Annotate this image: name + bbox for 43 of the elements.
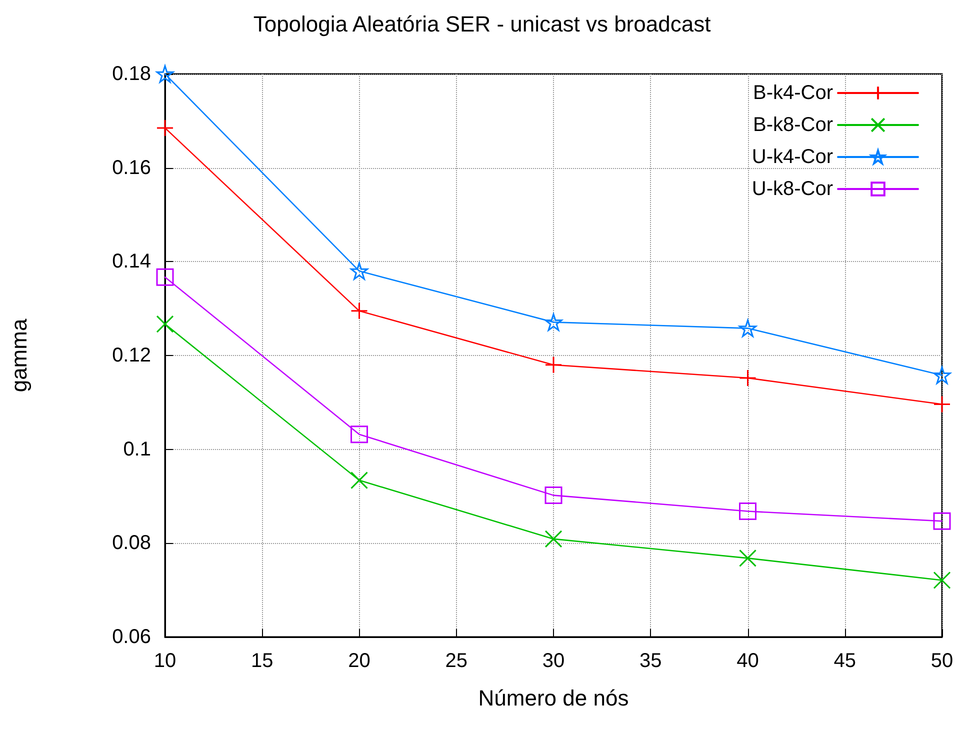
y-tick-label: 0.08 <box>112 532 151 554</box>
point <box>933 571 951 589</box>
point <box>156 315 174 333</box>
point <box>156 119 174 137</box>
x-tick-label: 30 <box>542 650 565 672</box>
y-tick-label: 0.1 <box>123 438 151 460</box>
y-tick-label: 0.16 <box>112 156 151 179</box>
legend-label: B-k4-Cor <box>752 82 834 104</box>
point <box>739 549 756 567</box>
point <box>350 302 368 320</box>
y-tick-label: 0.06 <box>112 626 151 648</box>
legend-label: U-k8-Cor <box>752 178 834 200</box>
x-tick-label: 25 <box>445 650 468 672</box>
point <box>739 369 756 387</box>
legend-label: U-k4-Cor <box>752 146 834 168</box>
y-tick-label: 0.18 <box>112 63 151 85</box>
x-tick-label: 50 <box>930 650 954 672</box>
y-tick-label: 0.12 <box>112 344 151 366</box>
x-tick-label: 45 <box>834 650 856 672</box>
point <box>156 65 174 83</box>
point <box>350 472 368 490</box>
point <box>933 396 951 414</box>
point <box>544 486 562 504</box>
legend-label: B-k8-Cor <box>752 114 834 136</box>
point <box>350 262 368 280</box>
x-tick-label: 20 <box>348 650 370 672</box>
x-axis-title: Número de nós <box>478 686 629 710</box>
x-tick-label: 10 <box>154 650 176 672</box>
x-tick-label: 40 <box>736 650 759 672</box>
x-tick-label: 15 <box>251 650 274 672</box>
chart-title: Topologia Aleatória SER - unicast vs broadcast <box>253 12 711 36</box>
point <box>544 356 562 374</box>
point <box>933 512 951 530</box>
point <box>544 530 562 548</box>
y-axis-title: gamma <box>6 318 32 392</box>
point <box>156 268 174 286</box>
x-tick-label: 35 <box>640 650 662 672</box>
point <box>739 320 756 338</box>
point <box>350 426 368 444</box>
y-tick-label: 0.14 <box>112 250 151 273</box>
point <box>933 366 951 384</box>
point <box>739 502 756 520</box>
point <box>544 313 562 331</box>
